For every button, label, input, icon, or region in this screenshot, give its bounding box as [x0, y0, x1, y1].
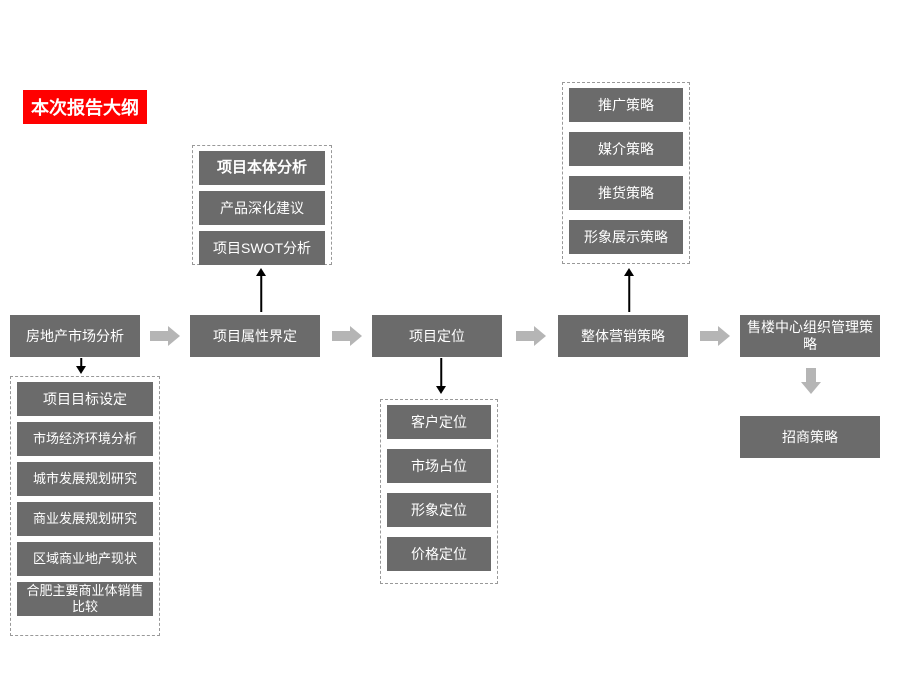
arrow-right-icon [332, 326, 362, 346]
group-item: 项目目标设定 [17, 382, 153, 416]
thin-arrow-down-icon [436, 358, 446, 394]
arrow-down-icon [801, 368, 821, 394]
group-item: 市场占位 [387, 449, 491, 483]
arrow-right-icon [150, 326, 180, 346]
group-item: 产品深化建议 [199, 191, 325, 225]
main-node-m4: 整体营销策略 [558, 315, 688, 357]
group-item: 推货策略 [569, 176, 683, 210]
group-item: 合肥主要商业体销售比较 [17, 582, 153, 616]
group-item: 客户定位 [387, 405, 491, 439]
group-item: 城市发展规划研究 [17, 462, 153, 496]
group-item: 项目本体分析 [199, 151, 325, 185]
group-item: 区域商业地产现状 [17, 542, 153, 576]
main-node-m5: 售楼中心组织管理策略 [740, 315, 880, 357]
main-node-m6: 招商策略 [740, 416, 880, 458]
group-item: 推广策略 [569, 88, 683, 122]
group-item: 形象展示策略 [569, 220, 683, 254]
thin-arrow-down-icon [76, 358, 86, 374]
thin-arrow-up-icon [624, 268, 634, 312]
group-item: 商业发展规划研究 [17, 502, 153, 536]
group-item: 媒介策略 [569, 132, 683, 166]
thin-arrow-up-icon [256, 268, 266, 312]
main-node-m3: 项目定位 [372, 315, 502, 357]
main-node-m2: 项目属性界定 [190, 315, 320, 357]
report-title-badge: 本次报告大纲 [23, 90, 147, 124]
group-item: 价格定位 [387, 537, 491, 571]
group-item: 形象定位 [387, 493, 491, 527]
main-node-m1: 房地产市场分析 [10, 315, 140, 357]
group-item: 项目SWOT分析 [199, 231, 325, 265]
arrow-right-icon [700, 326, 730, 346]
group-item: 市场经济环境分析 [17, 422, 153, 456]
arrow-right-icon [516, 326, 546, 346]
